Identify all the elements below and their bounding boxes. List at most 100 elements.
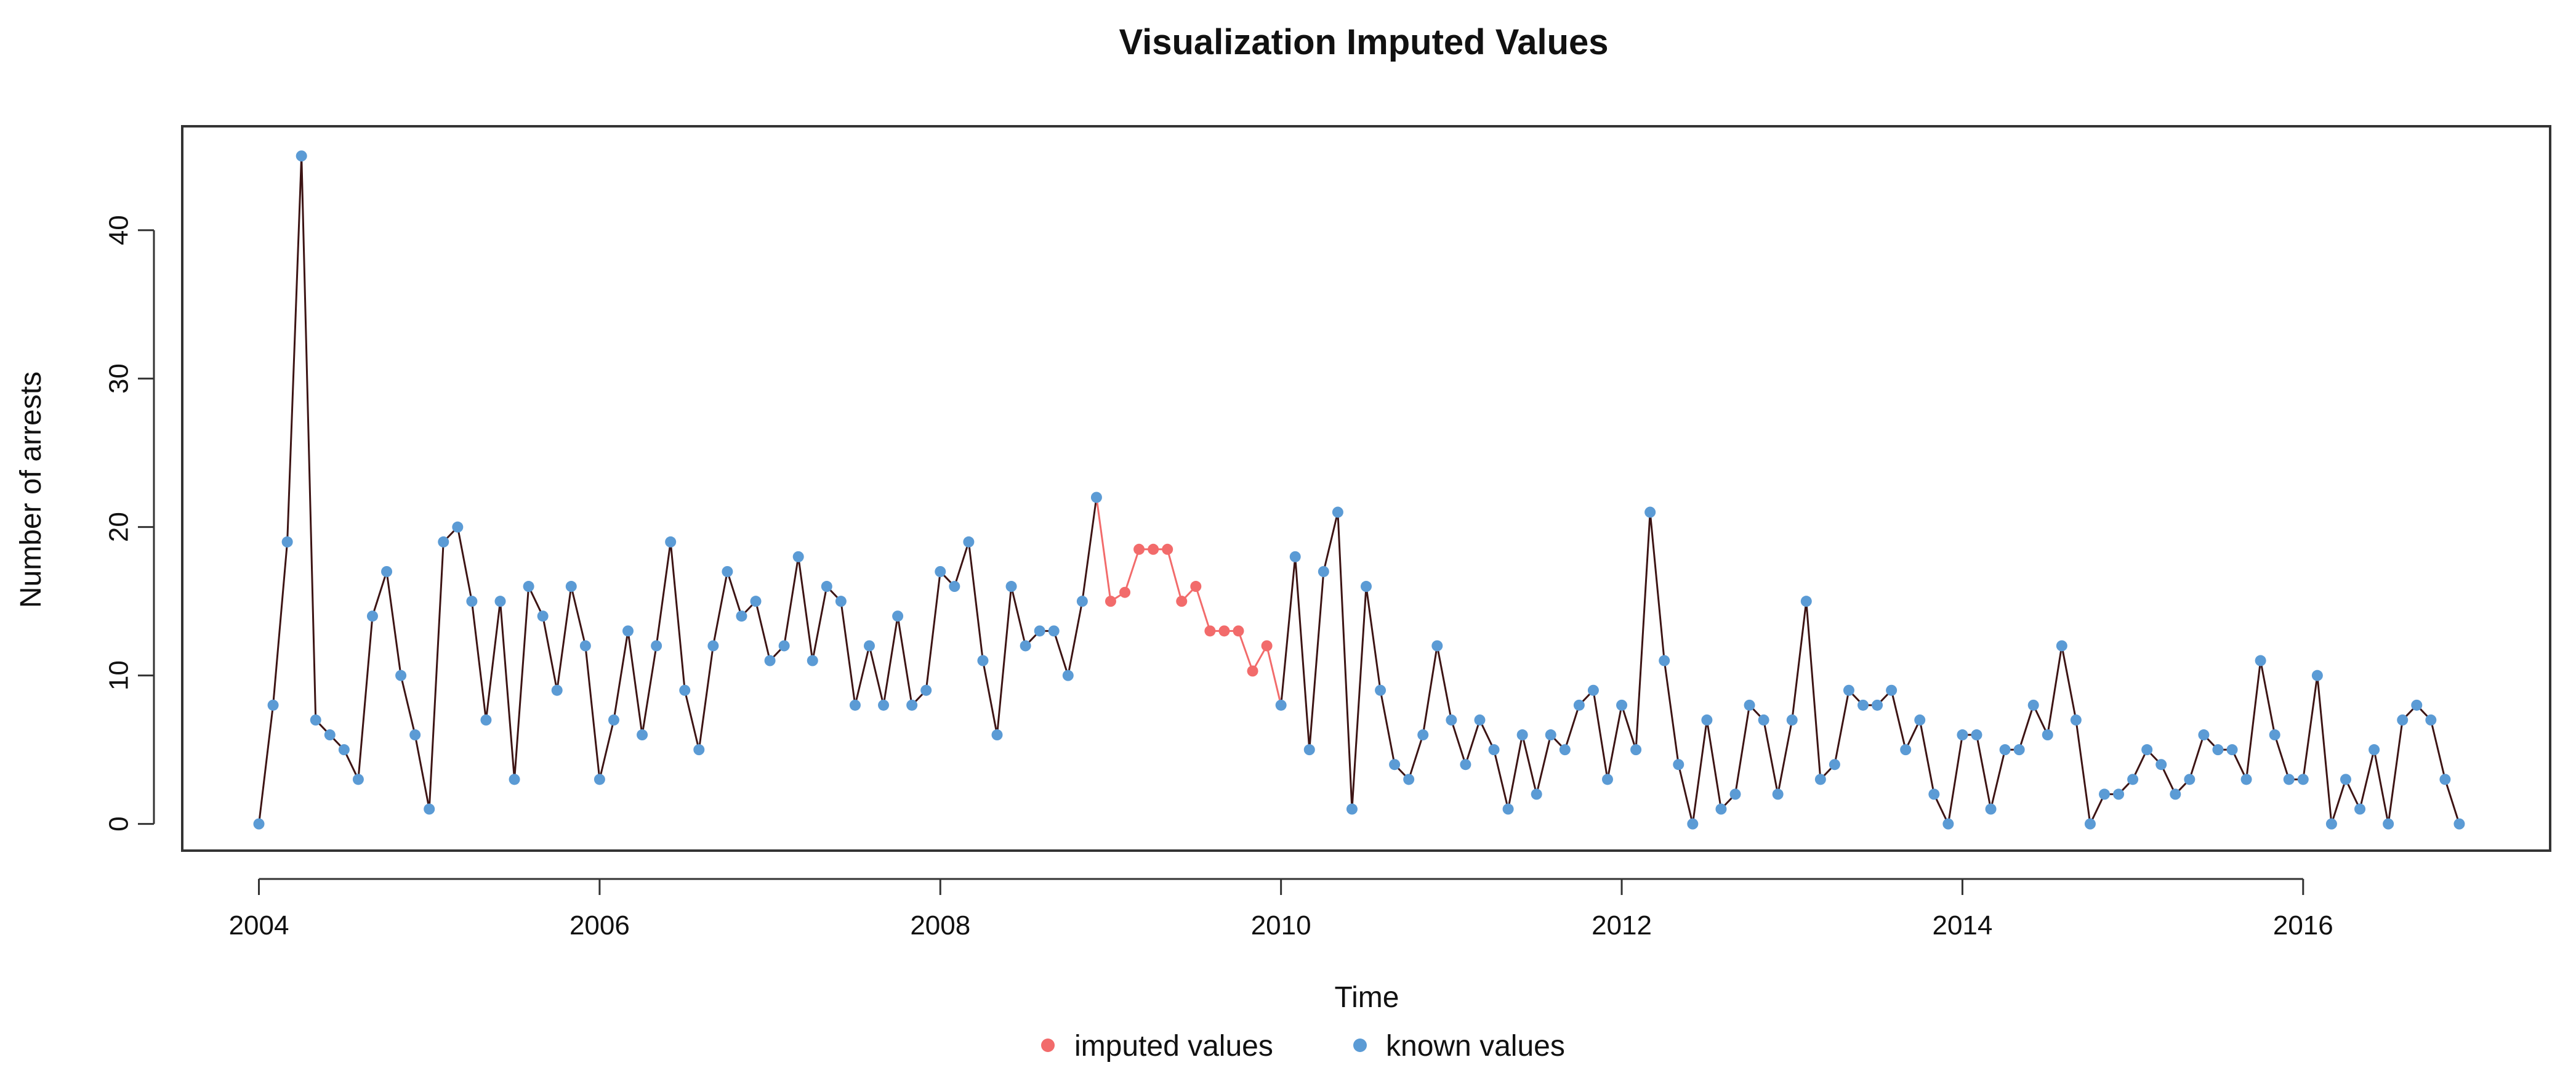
x-tick-label: 2012 bbox=[1592, 910, 1652, 941]
legend-marker-known-values bbox=[1353, 1039, 1367, 1052]
known-point bbox=[2269, 729, 2280, 741]
known-point bbox=[324, 729, 336, 741]
known-point bbox=[1431, 640, 1443, 652]
series-line-segment bbox=[2330, 779, 2347, 825]
known-point bbox=[2212, 744, 2224, 756]
known-point bbox=[2056, 640, 2067, 652]
known-point bbox=[1545, 729, 1556, 741]
known-point bbox=[2283, 774, 2295, 785]
known-point bbox=[366, 610, 378, 622]
series-line-segment bbox=[357, 616, 374, 780]
known-point bbox=[849, 699, 861, 711]
imputed-point bbox=[1233, 625, 1244, 637]
y-tick-label: 20 bbox=[104, 512, 134, 542]
series-line-segment bbox=[2387, 719, 2404, 824]
known-point bbox=[1332, 506, 1343, 518]
known-point bbox=[1076, 596, 1088, 607]
imputed-line-segment bbox=[1266, 646, 1282, 706]
known-point bbox=[1601, 774, 1613, 785]
known-point bbox=[1687, 818, 1699, 830]
y-tick-label: 10 bbox=[104, 660, 134, 690]
series-line-segment bbox=[641, 646, 658, 735]
series-line-segment bbox=[1053, 630, 1069, 676]
known-point bbox=[494, 596, 506, 607]
known-point bbox=[2141, 744, 2153, 756]
known-point bbox=[1346, 803, 1358, 815]
series-line-segment bbox=[1351, 586, 1367, 809]
imputed-line-segment bbox=[1238, 630, 1254, 671]
series-line-segment bbox=[1564, 705, 1580, 750]
known-point bbox=[1020, 640, 1031, 652]
series-line-segment bbox=[272, 541, 289, 705]
known-point bbox=[1914, 714, 1926, 726]
series-line-segment bbox=[797, 556, 814, 661]
imputed-point bbox=[1162, 543, 1173, 555]
series-line-segment bbox=[400, 675, 416, 735]
known-point bbox=[622, 625, 634, 637]
known-point bbox=[2155, 759, 2167, 771]
imputed-line-segment bbox=[1166, 549, 1183, 602]
known-point bbox=[1814, 774, 1826, 785]
known-point bbox=[608, 714, 619, 726]
known-point bbox=[1843, 684, 1854, 696]
series-line-segment bbox=[1010, 586, 1027, 646]
known-point bbox=[2439, 774, 2451, 785]
known-point bbox=[821, 581, 832, 593]
known-point bbox=[1772, 788, 1784, 800]
legend-label-imputed-values: imputed values bbox=[1074, 1030, 1273, 1063]
known-point bbox=[2411, 699, 2423, 711]
known-point bbox=[892, 610, 904, 622]
known-point bbox=[2084, 818, 2096, 830]
series-line-segment bbox=[2373, 749, 2389, 824]
series-line-segment bbox=[1620, 705, 1637, 750]
series-line-segment bbox=[1947, 734, 1963, 824]
known-point bbox=[1403, 774, 1415, 785]
known-point bbox=[2226, 744, 2238, 756]
series-line-segment bbox=[300, 156, 317, 720]
series-line-segment bbox=[1294, 556, 1311, 750]
series-line-segment bbox=[1763, 719, 1779, 795]
imputed-point bbox=[1247, 665, 1258, 677]
series-line-segment bbox=[811, 586, 828, 661]
series-line-segment bbox=[783, 556, 800, 646]
known-point bbox=[1417, 729, 1429, 741]
series-line-segment bbox=[2316, 675, 2333, 824]
series-line-segment bbox=[726, 571, 743, 617]
series-line-segment bbox=[925, 571, 941, 690]
known-point bbox=[977, 655, 989, 666]
series-line-segment bbox=[683, 690, 700, 750]
series-line-segment bbox=[1777, 719, 1793, 795]
known-point bbox=[1446, 714, 1457, 726]
known-point bbox=[1034, 625, 1045, 637]
series-line-segment bbox=[556, 586, 573, 690]
known-point bbox=[1361, 581, 1372, 593]
series-line-segment bbox=[1833, 690, 1850, 765]
series-line-segment bbox=[1649, 512, 1665, 661]
series-line-segment bbox=[1791, 601, 1808, 721]
known-point bbox=[395, 670, 407, 681]
known-point bbox=[381, 565, 393, 577]
known-point bbox=[2311, 670, 2323, 681]
known-point bbox=[736, 610, 747, 622]
known-point bbox=[1090, 492, 1102, 503]
series-line-segment bbox=[882, 616, 899, 706]
known-point bbox=[1389, 759, 1401, 771]
known-point bbox=[935, 565, 946, 577]
imputed-point bbox=[1148, 543, 1159, 555]
series-line-segment bbox=[513, 586, 530, 780]
known-point bbox=[1701, 714, 1713, 726]
known-point bbox=[878, 699, 890, 711]
y-tick-label: 30 bbox=[104, 363, 134, 394]
series-line-segment bbox=[2245, 660, 2262, 780]
known-point bbox=[1474, 714, 1486, 726]
known-point bbox=[1786, 714, 1798, 726]
series-line-segment bbox=[1691, 719, 1708, 824]
known-point bbox=[1062, 670, 1074, 681]
known-point bbox=[2170, 788, 2181, 800]
series-line-segment bbox=[1450, 719, 1467, 765]
known-point bbox=[651, 640, 662, 652]
y-axis-label: Number of arrests bbox=[15, 371, 47, 608]
series-line-segment bbox=[1677, 764, 1694, 824]
known-point bbox=[750, 596, 762, 607]
known-point bbox=[1531, 788, 1542, 800]
